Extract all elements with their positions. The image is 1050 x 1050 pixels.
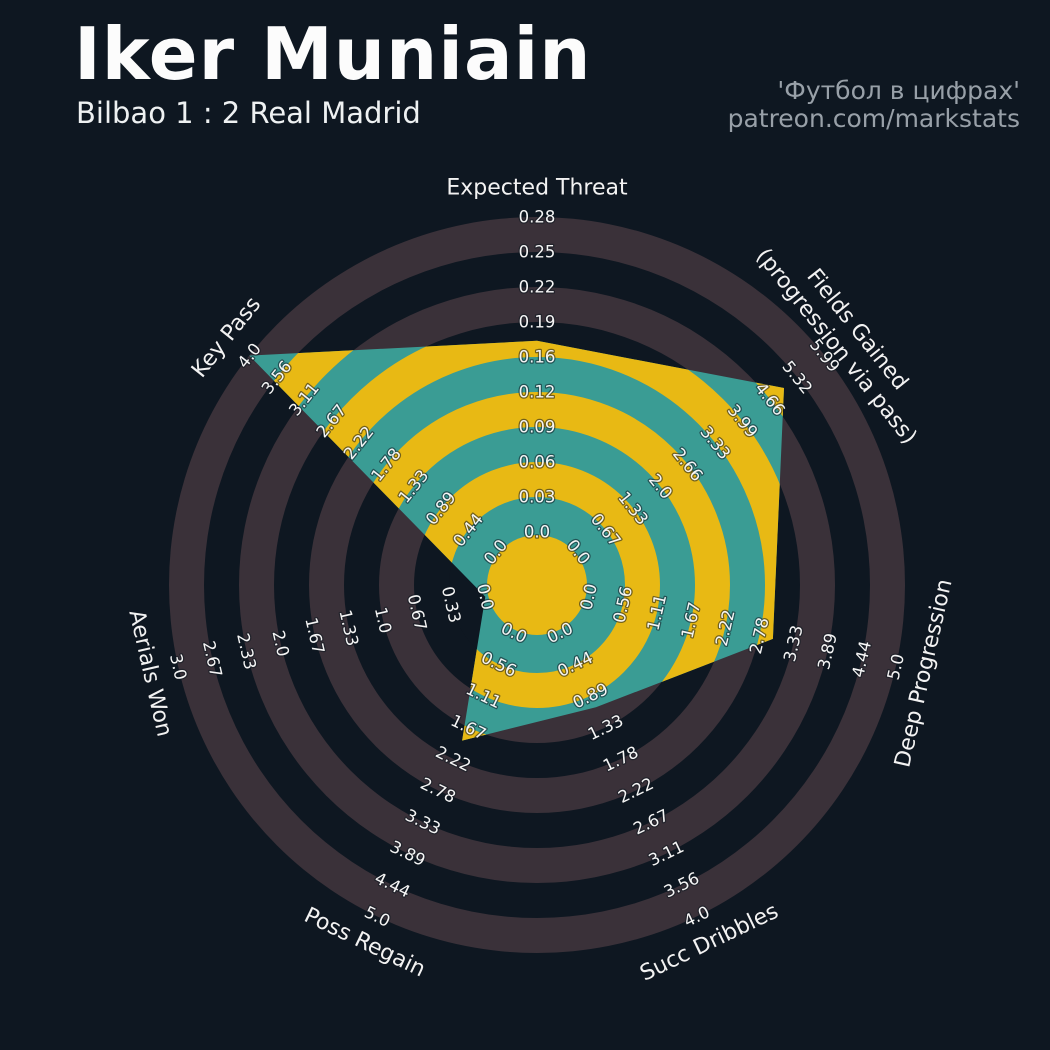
axis-tick-label: 0.22 <box>519 278 556 297</box>
axis-tick-label: 0.03 <box>519 488 556 507</box>
credit-brand: 'Футбол в цифрах' <box>777 76 1020 105</box>
credit-patreon-link: patreon.com/markstats <box>727 104 1020 133</box>
credits: 'Футбол в цифрах' patreon.com/markstats <box>728 77 1020 133</box>
axis-tick-label: 0.0 <box>524 523 550 542</box>
axis-tick-label: 0.28 <box>519 208 556 227</box>
page-title: Iker Muniain <box>74 12 592 96</box>
axis-tick-label: 0.12 <box>519 383 556 402</box>
axis-tick-label: 0.19 <box>519 313 556 332</box>
axis-title: Expected Threat <box>446 176 628 201</box>
axis-tick-label: 0.25 <box>519 243 556 262</box>
axis-tick-label: 0.09 <box>519 418 556 437</box>
axis-tick-label: 0.16 <box>519 348 556 367</box>
axis-tick-label: 0.06 <box>519 453 556 472</box>
match-subtitle: Bilbao 1 : 2 Real Madrid <box>76 96 421 130</box>
